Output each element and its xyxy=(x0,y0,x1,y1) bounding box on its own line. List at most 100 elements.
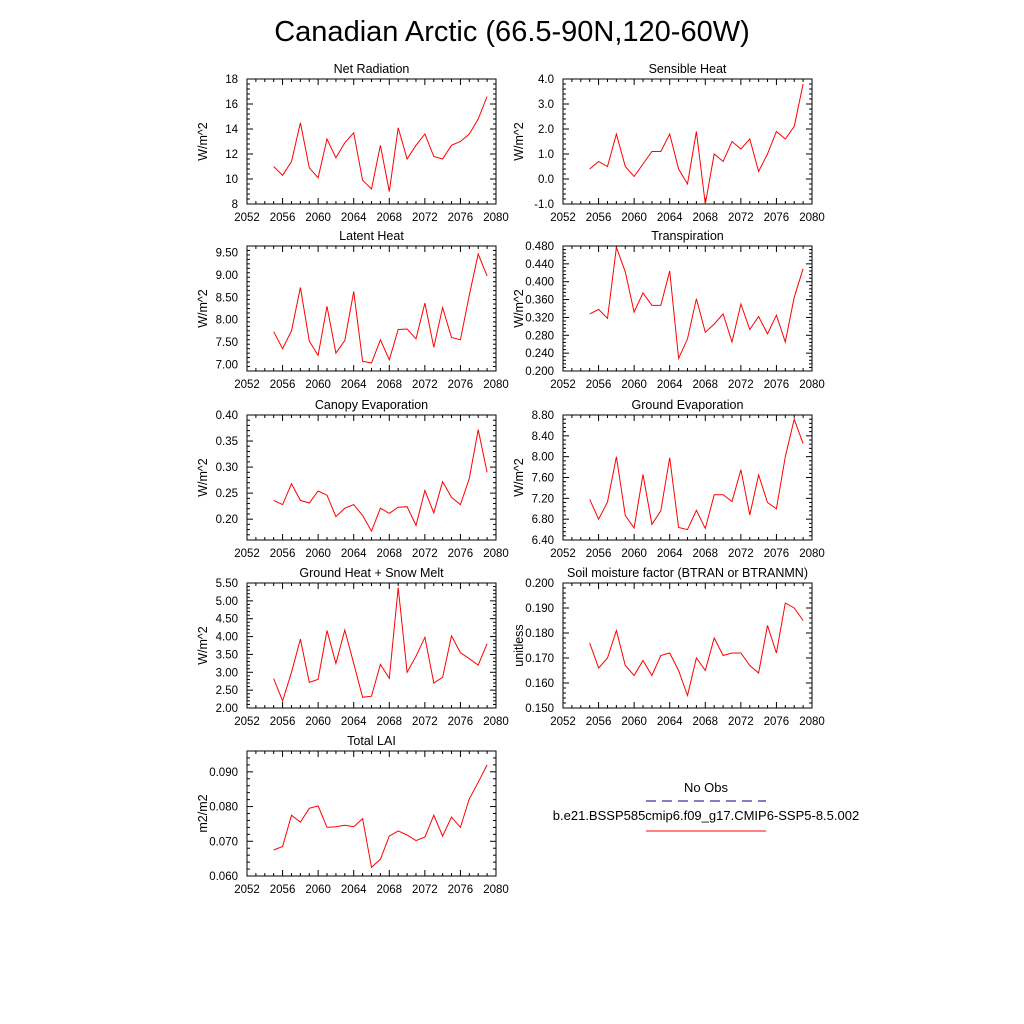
x-tick-label: 2080 xyxy=(799,212,825,224)
y-tick-label: 0.480 xyxy=(525,241,554,253)
x-tick-label: 2064 xyxy=(657,548,683,560)
y-tick-label: 0.400 xyxy=(525,277,554,289)
x-tick-label: 2072 xyxy=(412,379,438,391)
x-tick-label: 2080 xyxy=(483,379,509,391)
y-tick-label: 5.50 xyxy=(216,578,238,590)
x-tick-label: 2068 xyxy=(692,379,718,391)
panel-5: Canopy Evaporation W/m^2 2052 2056 2060 2064 2… xyxy=(196,398,509,560)
x-tick-label: 2052 xyxy=(550,379,576,391)
x-tick-label: 2060 xyxy=(305,548,331,560)
panel-title: Net Radiation xyxy=(334,62,410,76)
y-tick-label: 14 xyxy=(225,124,238,136)
y-tick-label: 0.060 xyxy=(209,871,238,883)
panel-title: Soil moisture factor (BTRAN or BTRANMN) xyxy=(567,566,808,580)
y-tick-label: 0.40 xyxy=(216,410,238,422)
y-tick-label: 0.150 xyxy=(525,703,554,715)
x-tick-label: 2076 xyxy=(448,212,474,224)
x-tick-label: 2076 xyxy=(448,379,474,391)
x-tick-label: 2056 xyxy=(270,379,296,391)
x-tick-label: 2072 xyxy=(728,379,754,391)
plot-frame xyxy=(246,414,497,541)
y-tick-label: 0.30 xyxy=(216,462,238,474)
y-axis-label: W/m^2 xyxy=(512,458,526,497)
y-axis-label: W/m^2 xyxy=(512,289,526,328)
series-line xyxy=(589,417,804,531)
x-tick-label: 2060 xyxy=(621,379,647,391)
x-tick-label: 2056 xyxy=(586,379,612,391)
x-tick-label: 2052 xyxy=(550,212,576,224)
series-line xyxy=(273,252,488,364)
y-tick-label: 0.440 xyxy=(525,259,554,271)
y-tick-label: 12 xyxy=(225,149,238,161)
panel-title: Transpiration xyxy=(651,229,724,243)
x-tick-label: 2068 xyxy=(376,212,402,224)
panel-title: Total LAI xyxy=(347,734,396,748)
y-tick-label: 0.320 xyxy=(525,312,554,324)
x-tick-label: 2064 xyxy=(341,212,367,224)
legend-model-label: b.e21.BSSP585cmip6.f09_g17.CMIP6-SSP5-8.… xyxy=(553,808,859,823)
legend-obs-label: No Obs xyxy=(684,780,729,795)
y-axis-label: unitless xyxy=(512,624,526,666)
plot-frame xyxy=(246,750,497,877)
y-axis-label: W/m^2 xyxy=(196,626,210,665)
y-tick-label: 16 xyxy=(225,99,238,111)
x-tick-label: 2072 xyxy=(728,548,754,560)
y-tick-label: 4.0 xyxy=(538,74,554,86)
x-tick-label: 2072 xyxy=(412,548,438,560)
y-tick-label: 0.070 xyxy=(209,836,238,848)
x-tick-label: 2072 xyxy=(728,212,754,224)
x-tick-label: 2080 xyxy=(799,379,825,391)
y-tick-label: 1.0 xyxy=(538,149,554,161)
x-tick-label: 2064 xyxy=(341,884,367,896)
y-tick-label: 8.00 xyxy=(216,315,238,327)
panel-8: Soil moisture factor (BTRAN or BTRANMN) u… xyxy=(512,566,825,728)
panel-title: Ground Evaporation xyxy=(632,398,744,412)
series-line xyxy=(589,83,804,205)
x-tick-label: 2052 xyxy=(234,212,260,224)
y-tick-label: 2.50 xyxy=(216,685,238,697)
y-tick-label: 7.60 xyxy=(532,473,554,485)
panel-6: Ground Evaporation W/m^2 2052 2056 2060 2064 2… xyxy=(512,398,825,560)
y-tick-label: 3.00 xyxy=(216,667,238,679)
y-tick-label: 9.50 xyxy=(216,248,238,260)
y-tick-label: 0.180 xyxy=(525,628,554,640)
y-tick-label: 8.80 xyxy=(532,410,554,422)
y-tick-label: 0.190 xyxy=(525,603,554,615)
series-line xyxy=(273,429,488,533)
series-line xyxy=(589,247,804,361)
plot-frame xyxy=(562,582,813,709)
x-tick-label: 2076 xyxy=(764,548,790,560)
panel-title: Canopy Evaporation xyxy=(315,398,428,412)
plot-frame xyxy=(562,245,813,372)
y-tick-label: 3.0 xyxy=(538,99,554,111)
x-tick-label: 2068 xyxy=(376,548,402,560)
y-axis-label: m2/m2 xyxy=(196,794,210,832)
y-tick-label: -1.0 xyxy=(534,199,554,211)
x-tick-label: 2080 xyxy=(483,548,509,560)
y-tick-label: 0.200 xyxy=(525,578,554,590)
y-tick-label: 4.50 xyxy=(216,614,238,626)
x-tick-label: 2080 xyxy=(799,716,825,728)
x-tick-label: 2060 xyxy=(305,212,331,224)
panel-4: Transpiration W/m^2 2052 2056 2060 2064 2068 20… xyxy=(512,229,825,391)
x-tick-label: 2060 xyxy=(621,548,647,560)
x-tick-label: 2060 xyxy=(621,212,647,224)
series-line xyxy=(273,764,488,869)
x-tick-label: 2072 xyxy=(412,212,438,224)
x-tick-label: 2076 xyxy=(764,716,790,728)
x-tick-label: 2080 xyxy=(483,884,509,896)
panels-group: Net Radiation W/m^2 2052 2056 2060 2064 2068 20… xyxy=(196,62,825,896)
y-tick-label: 6.40 xyxy=(532,535,554,547)
y-axis-label: W/m^2 xyxy=(196,122,210,161)
y-tick-label: 8 xyxy=(232,199,238,211)
y-tick-label: 8.40 xyxy=(532,431,554,443)
panel-7: Ground Heat + Snow Melt W/m^2 2052 2056 2060… xyxy=(196,566,509,728)
x-tick-label: 2064 xyxy=(341,548,367,560)
x-tick-label: 2056 xyxy=(270,548,296,560)
y-tick-label: 0.090 xyxy=(209,767,238,779)
y-tick-label: 0.0 xyxy=(538,174,554,186)
series-line xyxy=(589,602,804,698)
x-tick-label: 2068 xyxy=(692,548,718,560)
